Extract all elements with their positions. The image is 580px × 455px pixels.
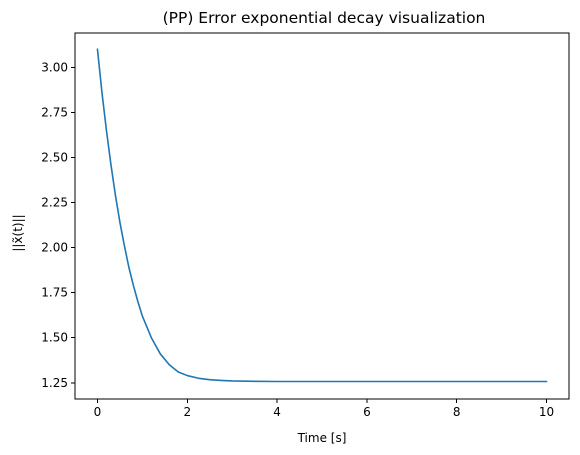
y-tick-label: 1.25 <box>41 376 68 390</box>
x-tick-label: 2 <box>183 405 191 419</box>
plot-frame <box>74 32 570 400</box>
x-tick-label: 6 <box>363 405 371 419</box>
plot-area: 0 2 4 6 8 10 1.25 1.50 1.75 2.00 2.25 2.50 2.75 3.00 <box>41 32 570 419</box>
y-tick-label: 2.75 <box>41 105 68 119</box>
x-tick-label: 4 <box>273 405 281 419</box>
y-tick-label: 2.50 <box>41 150 68 164</box>
y-tick-label: 1.50 <box>41 331 68 345</box>
y-tick-label: 2.25 <box>41 195 68 209</box>
x-axis-label: Time [s] <box>297 431 347 445</box>
y-tick-label: 3.00 <box>41 60 68 74</box>
y-tick-label: 1.75 <box>41 286 68 300</box>
y-tick-label: 2.00 <box>41 241 68 255</box>
x-tick-label: 10 <box>539 405 554 419</box>
series-line-0 <box>96 48 548 383</box>
chart-title: (PP) Error exponential decay visualizati… <box>163 9 486 27</box>
y-axis-label: ||x̃(t)|| <box>11 214 25 251</box>
x-tick-label: 8 <box>453 405 461 419</box>
x-tick-label: 0 <box>94 405 102 419</box>
